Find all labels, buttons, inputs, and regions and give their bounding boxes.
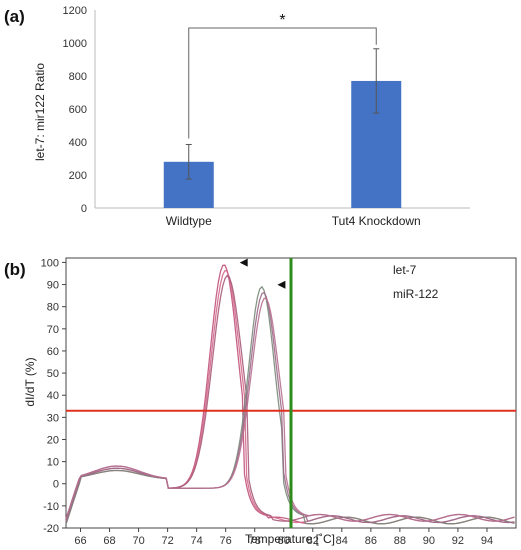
- panel-b-ytick-3: 10: [47, 457, 59, 469]
- panel-b-ytick-4: 20: [47, 434, 59, 446]
- panel-b-xtick-12: 90: [423, 535, 435, 547]
- panel-a-y-axis-title: let-7: mir122 Ratio: [33, 63, 47, 161]
- panel-b-xtick-4: 74: [191, 535, 203, 547]
- panel-b-xtick-13: 92: [452, 535, 464, 547]
- panel-b-ytick-0: -20: [43, 523, 59, 535]
- panel-b-x-axis-title: Temperature [˚C]: [245, 532, 335, 546]
- panel-a-bars: [163, 48, 402, 208]
- panel-b-reference-lines: [66, 258, 516, 528]
- panel-b-ytick-11: 90: [47, 280, 59, 292]
- panel-a-bar-chart: (a) let-7: mir122 Ratio 0 200 400 600 800 100…: [4, 5, 470, 228]
- panel-b-label: (b): [4, 260, 26, 279]
- panel-b-ytick-2: 0: [53, 479, 59, 491]
- panel-b-ytick-12: 100: [41, 257, 59, 269]
- panel-b-xtick-0: 66: [74, 535, 86, 547]
- panel-b-xtick-1: 68: [103, 535, 115, 547]
- panel-b-ytick-1: -10: [43, 501, 59, 513]
- legend-let7: let-7: [393, 263, 417, 277]
- panel-b-peak-markers: [239, 258, 286, 289]
- panel-b-y-axis-title: dI/dT (%): [23, 357, 37, 406]
- panel-a-y-tick-1: 200: [69, 170, 87, 182]
- panel-b-xtick-7: 80: [278, 535, 290, 547]
- peak-arrow-1: [277, 280, 286, 289]
- panel-a-y-tick-2: 400: [69, 137, 87, 149]
- category-label-0: Wildtype: [166, 214, 212, 228]
- panel-b-melt-curve: (b) dI/dT (%) Temperature [˚C] -20 -10 0 10…: [4, 257, 517, 547]
- panel-b-xtick-5: 76: [220, 535, 232, 547]
- panel-b-xtick-2: 70: [132, 535, 144, 547]
- panel-a-label: (a): [4, 7, 25, 26]
- panel-b-xtick-6: 78: [249, 535, 261, 547]
- panel-a-y-tick-0: 0: [81, 203, 87, 215]
- panel-b-ytick-5: 30: [47, 412, 59, 424]
- peak-arrow-0: [239, 258, 248, 267]
- panel-a-y-tick-3: 600: [69, 104, 87, 116]
- panel-b-ytick-10: 80: [47, 302, 59, 314]
- panel-a-y-axis: 0 200 400 600 800 1000 1200: [63, 5, 470, 215]
- panel-b-xtick-8: 82: [307, 535, 319, 547]
- significance-star: *: [279, 12, 285, 29]
- significance-bracket: [188, 27, 377, 139]
- panel-b-ytick-7: 50: [47, 368, 59, 380]
- panel-a-y-tick-4: 800: [69, 71, 87, 83]
- panel-b-ticks: -20 -10 0 10 20 30 40 50 60 70 80 90 100 66 68 70 72 74 76…: [41, 257, 493, 547]
- panel-a-x-labels: Wildtype Tut4 Knockdown: [166, 214, 421, 228]
- panel-b-xtick-10: 86: [365, 535, 377, 547]
- panel-a-y-tick-6: 1200: [63, 5, 87, 17]
- panel-b-ytick-8: 60: [47, 346, 59, 358]
- panel-b-xtick-14: 94: [481, 535, 493, 547]
- panel-b-ytick-6: 40: [47, 390, 59, 402]
- panel-a-significance: *: [188, 12, 377, 139]
- panel-b-xtick-9: 84: [336, 535, 348, 547]
- panel-b-ytick-9: 70: [47, 324, 59, 336]
- category-label-1: Tut4 Knockdown: [332, 214, 421, 228]
- panel-a-y-tick-5: 1000: [63, 38, 87, 50]
- panel-b-xtick-3: 72: [161, 535, 173, 547]
- legend-mir122: miR-122: [393, 287, 439, 301]
- panel-b-xtick-11: 88: [394, 535, 406, 547]
